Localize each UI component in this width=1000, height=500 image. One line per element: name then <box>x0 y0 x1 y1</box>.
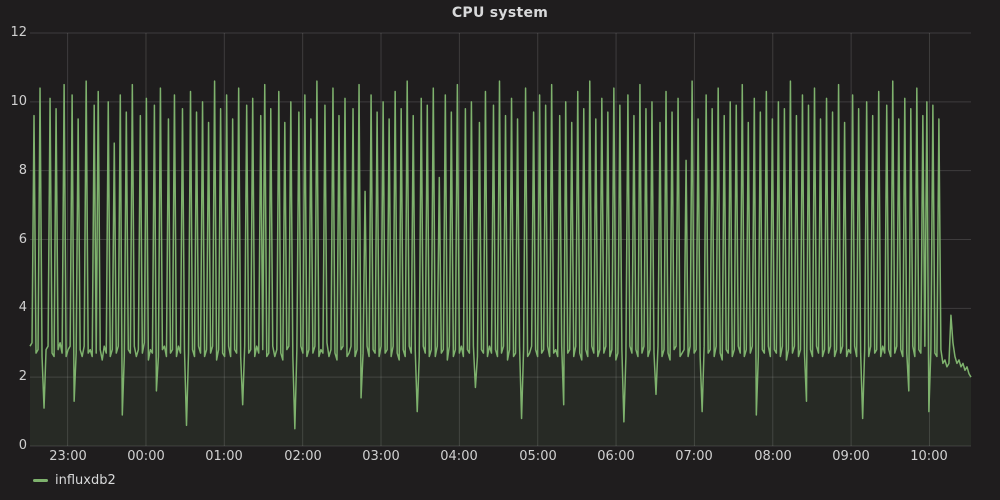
legend-item-influxdb2[interactable]: influxdb2 <box>33 473 116 488</box>
series-line-influxdb2 <box>29 80 972 430</box>
y-tick-label: 6 <box>18 232 27 247</box>
x-tick-label: 08:00 <box>754 449 792 464</box>
x-tick-label: 02:00 <box>284 449 322 464</box>
x-tick-label: 09:00 <box>832 449 870 464</box>
legend-label: influxdb2 <box>55 472 116 488</box>
y-tick-label: 12 <box>10 25 27 40</box>
x-tick-label: 03:00 <box>362 449 400 464</box>
chart-title: CPU system <box>451 5 549 21</box>
x-tick-label: 00:00 <box>127 449 165 464</box>
y-tick-label: 8 <box>18 163 27 178</box>
y-tick-label: 0 <box>18 438 27 453</box>
x-tick-label: 07:00 <box>675 449 713 464</box>
x-tick-label: 10:00 <box>910 449 948 464</box>
y-tick-label: 10 <box>10 94 27 109</box>
x-tick-label: 05:00 <box>519 449 557 464</box>
legend-swatch-icon <box>33 478 48 482</box>
legend: influxdb2 <box>33 471 116 489</box>
y-tick-label: 4 <box>18 300 27 315</box>
x-tick-label: 01:00 <box>205 449 243 464</box>
x-tick-label: 23:00 <box>49 449 87 464</box>
x-tick-label: 04:00 <box>440 449 478 464</box>
x-tick-label: 06:00 <box>597 449 635 464</box>
y-tick-label: 2 <box>18 369 27 384</box>
